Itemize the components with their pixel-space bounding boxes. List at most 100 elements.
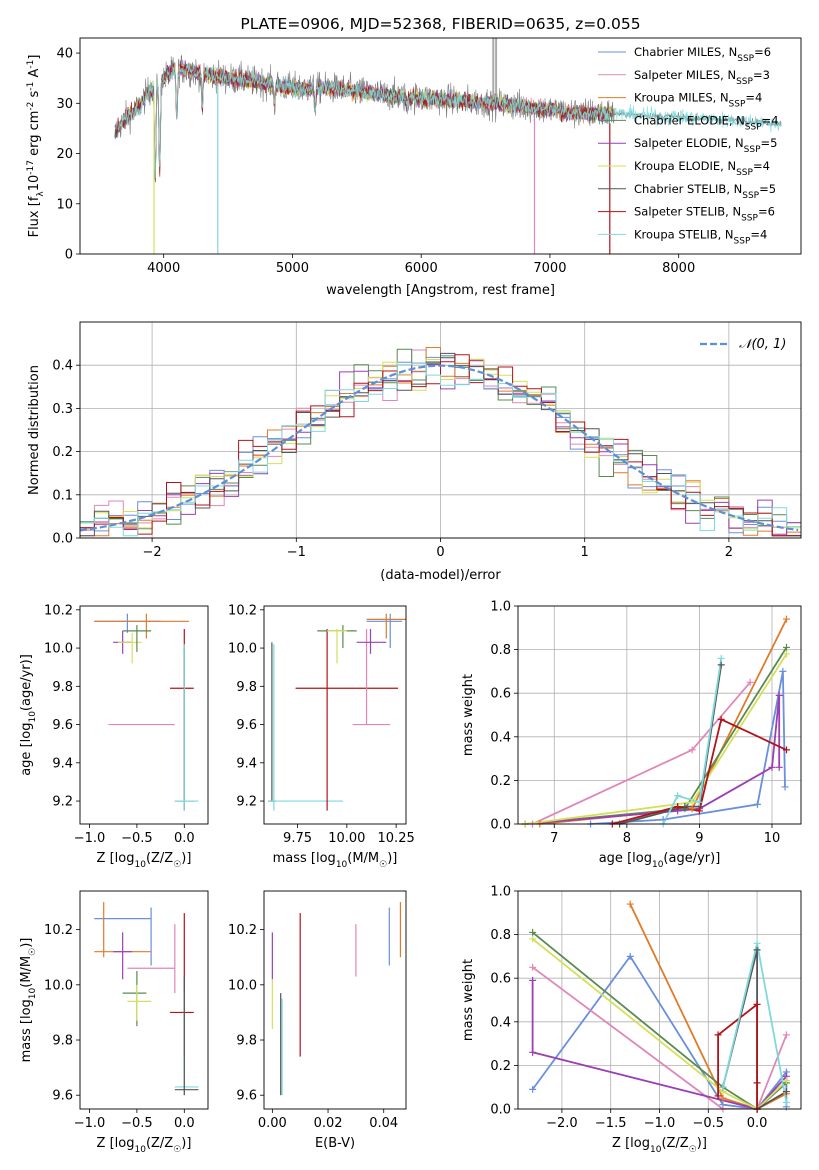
label-part: Kroupa MILES, N	[634, 91, 729, 105]
residual-histogram-salpeter_stelib	[80, 354, 801, 537]
y-tick-label: 0.0	[490, 818, 511, 833]
legend-entry: 𝒩(0, 1)	[739, 337, 786, 352]
label-part: Z [log	[612, 1136, 650, 1151]
x-axis-label: Z [log10(Z/Z☉)]	[97, 851, 192, 870]
weight-line-chabrier_elodie	[525, 646, 788, 824]
x-tick-label: 8000	[662, 261, 695, 276]
label-part: 10	[27, 175, 42, 192]
axes-frame	[263, 605, 407, 825]
y-axis-label: mass weight	[461, 959, 476, 1041]
x-tick-label: −2.0	[546, 1116, 578, 1131]
label-part: ☉	[173, 1145, 181, 1155]
x-tick-label: 4000	[147, 261, 180, 276]
label-part: mass [log	[19, 999, 34, 1062]
y-tick-label: 10.0	[44, 642, 73, 657]
label-part: 10	[28, 711, 38, 723]
y-tick-label: 0.0	[52, 532, 73, 547]
weight-marker-chabrier_stelib	[717, 661, 725, 669]
y-tick-label: 0.6	[490, 687, 511, 702]
label-part: ☉	[379, 860, 387, 870]
label-part: (age/yr)]	[663, 851, 720, 866]
legend-entry: Salpeter MILES, NSSP=3	[634, 68, 770, 87]
x-tick-label: −1.0	[644, 1116, 676, 1131]
weight-marker-salpeter_miles	[782, 1031, 790, 1039]
label-part: -1	[26, 60, 36, 69]
weight-marker-chabrier_miles	[626, 952, 634, 960]
weight-marker-chabrier_elodie	[529, 928, 537, 936]
legend-entry: Chabrier STELIB, NSSP=5	[634, 182, 776, 201]
y-tick-label: 10.2	[228, 603, 257, 618]
x-axis-label: (data-model)/error	[380, 568, 501, 583]
gaussian-reference-curve	[80, 364, 799, 532]
label-part: age [log	[599, 851, 652, 866]
weight-marker-salpeter_miles	[746, 678, 754, 686]
weight-marker-kroupa_elodie	[782, 1077, 790, 1085]
label-part: s	[27, 90, 42, 101]
weight-marker-kroupa_miles	[782, 615, 790, 623]
x-tick-label: 10.25	[378, 831, 415, 846]
weight-marker-salpeter_elodie	[768, 763, 776, 771]
label-part: )]	[181, 851, 191, 866]
y-tick-label: 0.2	[52, 445, 73, 460]
y-tick-label: 1.0	[490, 600, 511, 615]
label-part: (Z/Z	[146, 1136, 173, 1151]
legend-entry: Kroupa STELIB, NSSP=4	[634, 227, 767, 246]
label-part: SSP	[737, 54, 754, 64]
axes-frame	[79, 605, 209, 825]
weight-line-salpeter_stelib	[717, 1002, 758, 1109]
plot-area	[94, 613, 199, 811]
label-part: mass [log	[273, 851, 336, 866]
axes-frame	[517, 890, 802, 1110]
x-tick-label: 0.04	[369, 1116, 398, 1131]
y-tick-label: 9.6	[52, 1089, 73, 1104]
label-part: Kroupa ELODIE, N	[634, 159, 736, 173]
x-tick-label: 0.0	[174, 831, 195, 846]
legend-entry: Chabrier ELODIE, NSSP=4	[634, 113, 779, 132]
chart-title: PLATE=0906, MJD=52368, FIBERID=0635, z=0…	[240, 15, 640, 33]
label-part: )]	[181, 1136, 191, 1151]
label-part: Chabrier MILES, N	[634, 45, 737, 59]
weight-marker-kroupa_miles	[626, 900, 634, 908]
plot-area	[271, 902, 402, 1096]
label-part: =4	[745, 91, 762, 105]
y-tick-label: 0.0	[490, 1103, 511, 1118]
weight-marker-kroupa_elodie	[529, 935, 537, 943]
y-axis-label: Normed distribution	[27, 365, 42, 495]
plot-area	[94, 902, 199, 1096]
weight-marker-chabrier_stelib	[753, 946, 761, 954]
legend-entry: Kroupa ELODIE, NSSP=4	[634, 159, 770, 178]
x-tick-label: 8	[623, 831, 631, 846]
label-part: ☉	[28, 948, 38, 956]
weight-marker-salpeter_elodie	[529, 1048, 537, 1056]
x-tick-label: 2	[725, 545, 733, 560]
legend-entry: Salpeter STELIB, NSSP=6	[634, 205, 775, 224]
label-part: -1	[26, 82, 36, 91]
axes-frame	[79, 37, 802, 255]
x-tick-label: 0	[436, 545, 444, 560]
y-tick-label: 9.8	[52, 1034, 73, 1049]
label-part: 10	[134, 860, 146, 870]
y-tick-label: 9.4	[52, 756, 73, 771]
label-part: mass weight	[461, 674, 476, 756]
weight-marker-chabrier_miles	[529, 1085, 537, 1093]
y-tick-label: 0.2	[490, 1059, 511, 1074]
spectrum-axes: 4000 5000 6000 7000 8000 0 10 20 30 40 PLATE=0906,…	[26, 15, 802, 298]
weight-marker-salpeter_miles	[529, 963, 537, 971]
label-part: erg cm	[27, 111, 42, 160]
label-part: SSP	[734, 236, 751, 246]
label-part: 10	[28, 987, 38, 999]
weight-marker-salpeter_stelib	[753, 1079, 761, 1087]
label-part: Flux [f	[27, 196, 42, 237]
y-tick-label: 10.0	[228, 642, 257, 657]
weight-marker-kroupa_stelib	[717, 654, 725, 662]
x-tick-label: −1	[287, 545, 306, 560]
weight-line-chabrier_miles	[590, 671, 786, 824]
label-part: Kroupa STELIB, N	[634, 227, 734, 241]
y-tick-label: 0.4	[490, 1015, 511, 1030]
weight-marker-kroupa_stelib	[782, 1098, 790, 1106]
label-part: SSP	[741, 214, 758, 224]
x-tick-label: −0.5	[121, 1116, 153, 1131]
y-tick-label: 10.2	[44, 923, 73, 938]
